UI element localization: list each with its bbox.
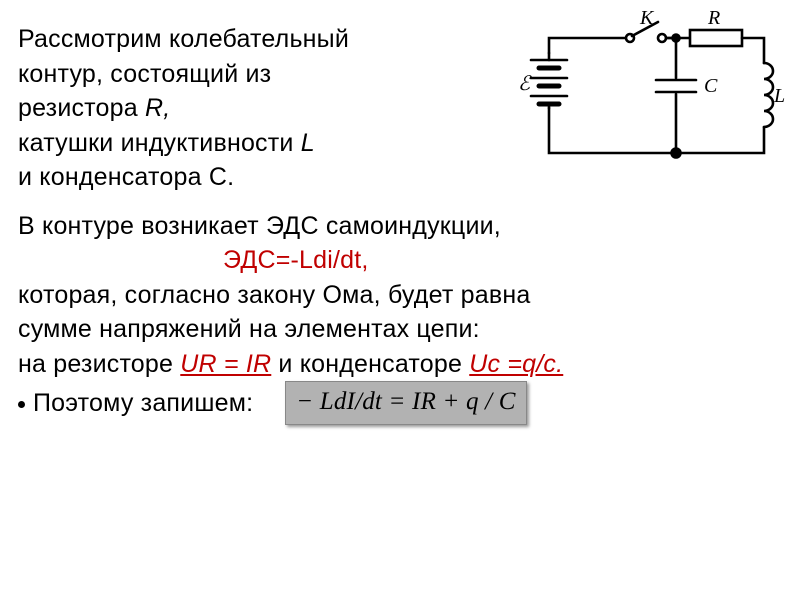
p1-l4a: катушки индуктивности [18, 129, 301, 157]
main-equation-box: − LdI/dt = IR + q / C [285, 381, 526, 425]
circuit-diagram: K R ℰ C L [506, 8, 786, 173]
label-k: K [639, 8, 655, 29]
label-c: C [704, 75, 718, 97]
p1-l4b: L [301, 129, 315, 157]
p2-l5a: на резисторе [18, 350, 180, 378]
p1-l3b: R, [145, 94, 170, 122]
p2-line3: которая, согласно закону Ома, будет равн… [18, 278, 778, 313]
emf-equation: ЭДС=-Ldi/dt, [18, 243, 778, 278]
p2-l6: Поэтому запишем: [33, 386, 253, 421]
p2-line1: В контуре возникает ЭДС самоиндукции, [18, 209, 778, 244]
p1-l3a: резистора [18, 94, 145, 122]
label-l: L [773, 85, 785, 107]
p2-l5c: и конденсаторе [271, 350, 469, 378]
label-r: R [707, 8, 720, 29]
voltage-capacitor: Uc =q/c. [469, 350, 563, 378]
voltage-resistor: UR = IR [180, 350, 271, 378]
p2-line6-row: Поэтому запишем: − LdI/dt = IR + q / C [18, 381, 778, 425]
label-emf: ℰ [518, 73, 532, 95]
p2-line5: на резисторе UR = IR и конденсаторе Uc =… [18, 347, 778, 382]
main-equation: − LdI/dt = IR + q / C [296, 388, 515, 415]
p2-line4: сумме напряжений на элементах цепи: [18, 312, 778, 347]
bullet-icon [18, 401, 25, 408]
